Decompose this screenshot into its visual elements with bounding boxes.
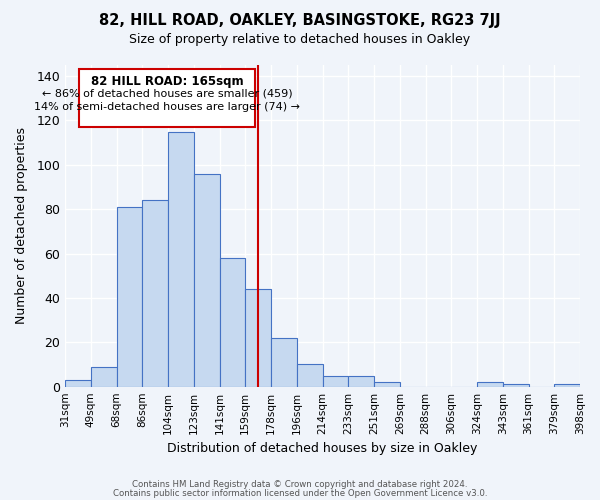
- Bar: [91, 366, 116, 386]
- Bar: [348, 376, 374, 386]
- Bar: [65, 380, 91, 386]
- Bar: [194, 174, 220, 386]
- Y-axis label: Number of detached properties: Number of detached properties: [15, 128, 28, 324]
- Bar: [271, 338, 297, 386]
- Text: 82 HILL ROAD: 165sqm: 82 HILL ROAD: 165sqm: [91, 75, 244, 88]
- X-axis label: Distribution of detached houses by size in Oakley: Distribution of detached houses by size …: [167, 442, 478, 455]
- Bar: [245, 289, 271, 386]
- Bar: [116, 207, 142, 386]
- Bar: [297, 364, 323, 386]
- FancyBboxPatch shape: [79, 70, 255, 127]
- Text: ← 86% of detached houses are smaller (459): ← 86% of detached houses are smaller (45…: [42, 88, 292, 99]
- Bar: [477, 382, 503, 386]
- Bar: [374, 382, 400, 386]
- Bar: [142, 200, 168, 386]
- Bar: [554, 384, 580, 386]
- Text: 82, HILL ROAD, OAKLEY, BASINGSTOKE, RG23 7JJ: 82, HILL ROAD, OAKLEY, BASINGSTOKE, RG23…: [99, 12, 501, 28]
- Text: Contains public sector information licensed under the Open Government Licence v3: Contains public sector information licen…: [113, 489, 487, 498]
- Bar: [323, 376, 348, 386]
- Text: Contains HM Land Registry data © Crown copyright and database right 2024.: Contains HM Land Registry data © Crown c…: [132, 480, 468, 489]
- Bar: [220, 258, 245, 386]
- Bar: [168, 132, 194, 386]
- Text: Size of property relative to detached houses in Oakley: Size of property relative to detached ho…: [130, 32, 470, 46]
- Bar: [503, 384, 529, 386]
- Text: 14% of semi-detached houses are larger (74) →: 14% of semi-detached houses are larger (…: [34, 102, 300, 112]
